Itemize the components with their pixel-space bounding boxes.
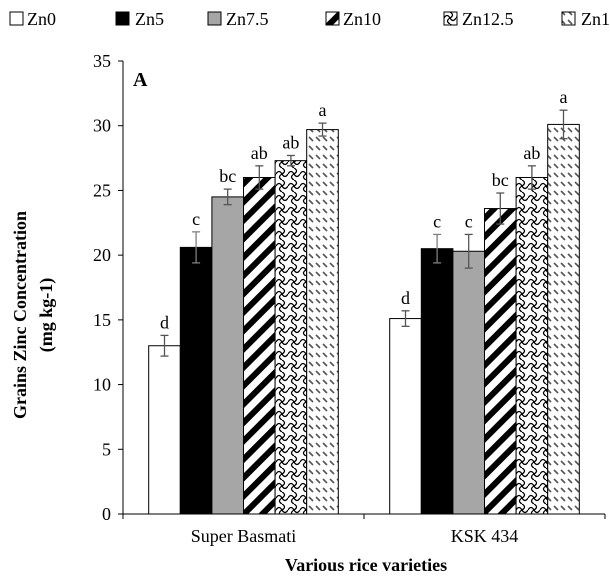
bar bbox=[547, 123, 580, 515]
bar bbox=[484, 208, 517, 515]
y-tick-label: 30 bbox=[93, 116, 111, 136]
y-tick-label: 20 bbox=[93, 245, 111, 265]
legend-label: Zn0 bbox=[27, 9, 56, 29]
legend-swatch bbox=[9, 11, 24, 26]
significance-letter: ab bbox=[523, 143, 540, 163]
y-tick-label: 25 bbox=[93, 180, 111, 200]
significance-letter: ab bbox=[282, 132, 299, 152]
y-tick-label: 5 bbox=[102, 439, 111, 459]
y-tick-label: 35 bbox=[93, 51, 111, 71]
bar bbox=[452, 250, 485, 515]
x-tick-label: Super Basmati bbox=[191, 526, 297, 546]
y-tick-label: 10 bbox=[93, 375, 111, 395]
significance-letter: a bbox=[319, 100, 327, 120]
legend-swatch bbox=[443, 11, 458, 26]
y-tick-label: 15 bbox=[93, 310, 111, 330]
significance-letter: d bbox=[401, 288, 410, 308]
legend-label: Zn12.5 bbox=[462, 9, 514, 29]
legend-swatch bbox=[115, 11, 130, 26]
significance-letter: a bbox=[560, 87, 568, 107]
significance-letter: ab bbox=[251, 143, 268, 163]
legend-swatch bbox=[561, 11, 576, 26]
axes: 0 5 10 15 20 25 30 35 Super Basmati KSK 434 bbox=[93, 51, 606, 546]
legend-label: Zn5 bbox=[135, 9, 164, 29]
bar bbox=[515, 176, 549, 515]
significance-letter: bc bbox=[492, 170, 509, 190]
panel-label: A bbox=[133, 69, 148, 91]
legend: Zn0 Zn5 Zn7.5 Zn10 Zn12.5 Zn15 bbox=[9, 9, 610, 29]
legend-swatch bbox=[325, 11, 340, 26]
significance-letter: bc bbox=[219, 166, 236, 186]
legend-label: Zn7.5 bbox=[226, 9, 269, 29]
bar bbox=[148, 345, 181, 515]
bar bbox=[211, 196, 244, 515]
significance-letter: d bbox=[160, 312, 169, 332]
bar bbox=[243, 176, 276, 515]
x-axis-title: Various rice varieties bbox=[285, 555, 447, 575]
significance-letter: c bbox=[192, 209, 200, 229]
significance-letter: c bbox=[465, 211, 473, 231]
bar bbox=[179, 246, 213, 515]
legend-swatch bbox=[207, 11, 222, 26]
bar bbox=[420, 248, 454, 515]
bar bbox=[389, 318, 422, 515]
y-axis-unit: (mg kg-1) bbox=[36, 278, 57, 353]
y-axis-title: Grains Zinc Concentration bbox=[10, 211, 30, 419]
legend-label: Zn10 bbox=[343, 9, 381, 29]
y-tick-label: 0 bbox=[102, 504, 111, 524]
bar bbox=[274, 160, 308, 515]
x-tick-label: KSK 434 bbox=[451, 526, 519, 546]
bar bbox=[306, 129, 339, 515]
significance-letter: c bbox=[433, 211, 441, 231]
legend-label: Zn15 bbox=[581, 9, 610, 29]
